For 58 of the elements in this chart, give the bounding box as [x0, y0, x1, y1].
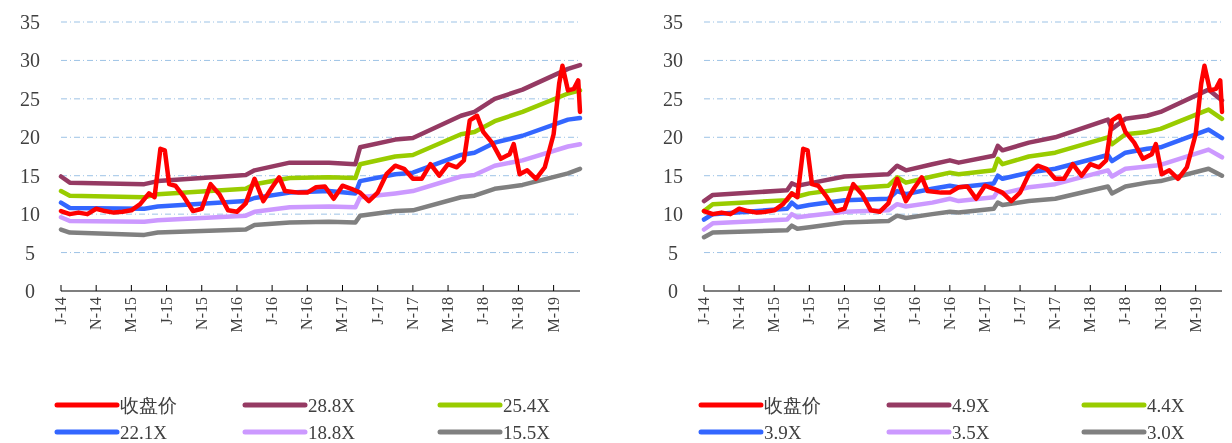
x-tick-label: N-14: [730, 297, 748, 330]
legend-label: 18.8X: [308, 422, 356, 443]
y-tick-label: 0: [25, 280, 35, 302]
legend-label: 4.9X: [952, 395, 990, 416]
x-tick-label: J-14: [695, 297, 712, 325]
x-tick-label: M-16: [870, 297, 888, 333]
y-tick-label: 15: [20, 164, 40, 187]
x-tick-label: N-15: [835, 297, 853, 330]
legend-label: 3.9X: [764, 422, 802, 443]
legend-label: 28.8X: [308, 395, 356, 416]
legend-label: 3.0X: [1147, 422, 1185, 443]
legend-label: 收盘价: [120, 395, 177, 416]
y-tick-label: 5: [25, 241, 35, 264]
y-tick-label: 10: [663, 203, 683, 226]
x-tick-label: M-17: [975, 297, 993, 333]
y-tick-label: 20: [663, 126, 683, 149]
y-tick-label: 25: [20, 87, 40, 110]
x-tick-label: J-14: [52, 297, 69, 325]
legend-label: 25.4X: [503, 395, 551, 416]
x-tick-label: N-16: [940, 297, 958, 330]
y-tick-label: 0: [668, 280, 678, 302]
x-tick-label: N-17: [403, 297, 421, 330]
legend-label: 4.4X: [1147, 395, 1185, 416]
x-tick-label: M-15: [122, 297, 140, 333]
x-tick-label: M-18: [439, 297, 457, 333]
x-tick-label: N-17: [1046, 297, 1064, 330]
y-tick-label: 30: [20, 49, 40, 72]
y-tick-label: 5: [668, 241, 678, 264]
x-tick-label: M-16: [227, 297, 245, 333]
y-tick-label: 15: [663, 164, 683, 187]
x-tick-label: M-19: [1186, 297, 1204, 333]
x-tick-label: M-15: [765, 297, 783, 333]
x-tick-label: J-15: [800, 297, 818, 325]
legend-label: 3.5X: [952, 422, 990, 443]
y-tick-label: 20: [20, 126, 40, 149]
x-tick-label: J-17: [1011, 297, 1029, 325]
x-tick-label: N-18: [509, 297, 527, 330]
x-tick-label: N-16: [298, 297, 316, 330]
y-tick-label: 25: [663, 87, 683, 110]
x-tick-label: J-16: [905, 297, 923, 325]
x-tick-label: J-18: [474, 297, 492, 325]
legend-label: 15.5X: [503, 422, 551, 443]
x-tick-label: N-14: [87, 297, 105, 330]
x-tick-label: M-18: [1081, 297, 1099, 333]
x-tick-label: J-17: [368, 297, 386, 325]
x-tick-label: N-18: [1151, 297, 1169, 330]
x-tick-label: J-16: [263, 297, 281, 325]
y-tick-label: 30: [663, 49, 683, 72]
legend-label: 22.1X: [120, 422, 168, 443]
x-tick-label: M-19: [544, 297, 562, 333]
x-tick-label: J-18: [1116, 297, 1134, 325]
y-tick-label: 10: [20, 203, 40, 226]
y-tick-label: 35: [20, 11, 40, 33]
x-tick-label: M-17: [333, 297, 351, 333]
y-tick-label: 35: [663, 11, 683, 33]
x-tick-label: N-15: [192, 297, 210, 330]
legend-label: 收盘价: [764, 395, 821, 416]
x-tick-label: J-15: [157, 297, 175, 325]
